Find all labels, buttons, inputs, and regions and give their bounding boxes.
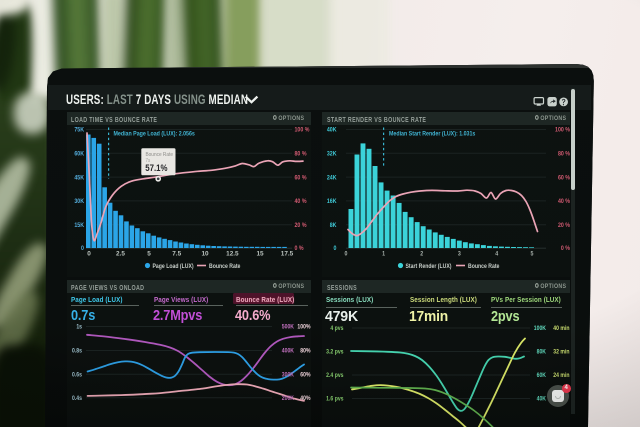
svg-text:0 %: 0 % [295,246,305,253]
svg-text:0.4s: 0.4s [72,396,82,403]
svg-text:12.5: 12.5 [226,251,239,258]
svg-text:60K: 60K [537,373,547,380]
svg-text:7.5: 7.5 [172,251,181,258]
svg-text:16K: 16K [327,199,337,206]
svg-text:Bounce Rate: Bounce Rate [468,264,500,271]
svg-text:Median Page Load (LUX): 2.056s: Median Page Load (LUX): 2.056s [114,130,196,138]
svg-text:0.6s: 0.6s [72,372,82,379]
svg-text:7s: 7s [146,157,151,164]
svg-text:3.2 pvs: 3.2 pvs [326,349,343,356]
svg-text:1.6 pvs: 1.6 pvs [326,396,343,403]
svg-text:45K: 45K [74,175,84,182]
svg-text:100 %: 100 % [555,127,571,134]
svg-text:80 %: 80 % [295,151,308,158]
svg-text:80K: 80K [537,349,547,356]
svg-text:32K: 32K [327,151,337,158]
svg-text:40 min: 40 min [553,326,570,333]
svg-text:8K: 8K [330,222,337,229]
svg-text:10: 10 [201,251,209,258]
svg-text:0: 0 [334,246,338,253]
svg-text:100%: 100% [297,324,310,331]
svg-text:5: 5 [147,251,151,258]
svg-text:40K: 40K [537,396,547,403]
svg-text:100K: 100K [534,326,547,333]
svg-text:200K: 200K [282,396,295,403]
svg-text:1s: 1s [76,324,82,331]
svg-text:24K: 24K [327,175,337,182]
svg-text:Median Start Render (LUX): 1.0: Median Start Render (LUX): 1.031s [389,130,476,138]
svg-text:300K: 300K [282,372,295,379]
svg-text:80 %: 80 % [558,151,571,158]
svg-text:2.4 pvs: 2.4 pvs [326,373,343,380]
svg-text:60 %: 60 % [558,175,571,182]
svg-text:Bounce Rate: Bounce Rate [146,151,174,158]
svg-text:0.8s: 0.8s [72,348,82,355]
svg-text:60 %: 60 % [295,175,308,182]
svg-text:0: 0 [87,251,91,258]
svg-text:17.5: 17.5 [281,251,294,258]
svg-text:0 %: 0 % [561,246,571,253]
svg-text:20 %: 20 % [295,222,308,229]
svg-text:24 min: 24 min [553,373,570,380]
svg-text:Bounce Rate: Bounce Rate [209,264,241,271]
svg-text:80%: 80% [300,348,310,355]
svg-text:60K: 60K [74,151,84,158]
svg-text:3: 3 [458,251,462,258]
svg-text:32 min: 32 min [553,349,570,356]
svg-text:0: 0 [81,246,85,253]
svg-text:2.5: 2.5 [116,251,125,258]
svg-text:Page Load (LUX): Page Load (LUX) [153,264,194,271]
svg-text:1: 1 [382,251,386,258]
svg-text:5: 5 [531,251,535,258]
svg-text:40%: 40% [300,396,310,403]
svg-text:400K: 400K [282,348,295,355]
svg-text:2: 2 [420,251,424,258]
svg-text:500K: 500K [282,324,295,331]
svg-text:20 %: 20 % [558,222,571,229]
svg-text:4 pvs: 4 pvs [330,326,343,333]
svg-text:40K: 40K [327,127,337,134]
svg-text:15K: 15K [74,222,84,229]
svg-text:40 %: 40 % [558,199,571,206]
svg-text:0: 0 [345,251,349,258]
svg-text:Start Render (LUX): Start Render (LUX) [406,264,452,271]
svg-text:4: 4 [495,251,499,258]
svg-text:57.1%: 57.1% [145,162,167,173]
svg-text:60%: 60% [300,372,310,379]
svg-text:75K: 75K [74,127,84,134]
svg-text:100 %: 100 % [295,127,311,134]
svg-text:15: 15 [256,251,264,258]
svg-text:40 %: 40 % [295,199,308,206]
svg-text:30K: 30K [74,199,84,206]
